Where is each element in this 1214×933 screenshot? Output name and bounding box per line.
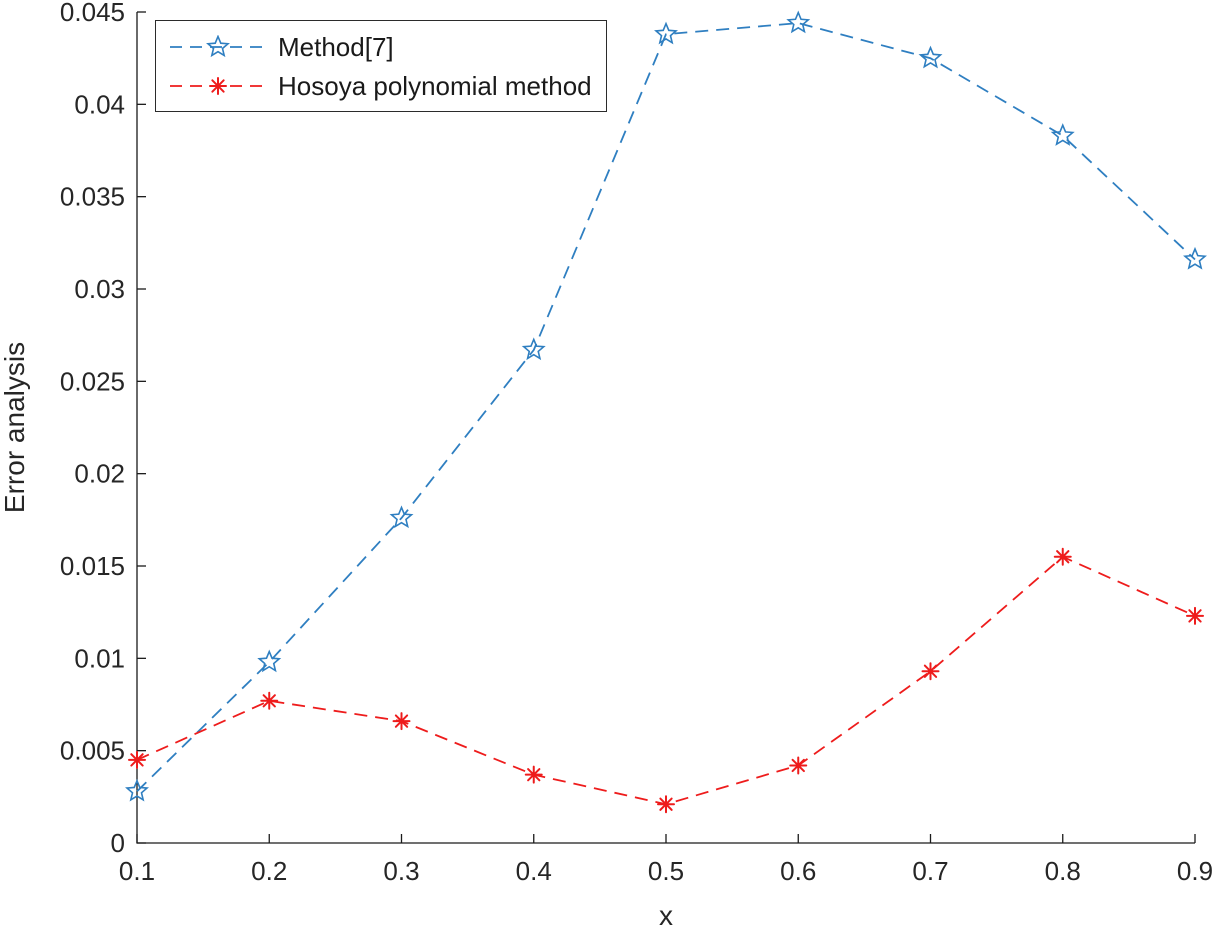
y-tick-label: 0.015: [60, 551, 125, 581]
y-axis-label: Error analysis: [0, 342, 30, 513]
series-1: [128, 547, 1204, 814]
asterisk-marker-icon: [1186, 606, 1204, 625]
y-tick-label: 0.03: [74, 274, 125, 304]
asterisk-marker-icon: [392, 712, 411, 731]
x-tick-label: 0.3: [383, 856, 419, 886]
tick-labels: 0.1 0.2 0.3 0.4 0.5 0.6 0.7 0.8 0.9 0 0.005 0.01 0.0…: [60, 0, 1213, 886]
asterisk-marker-icon: [524, 765, 543, 784]
pentagram-marker-icon: [521, 337, 546, 361]
asterisk-marker-icon: [1053, 547, 1072, 566]
pentagram-marker-icon: [125, 778, 149, 802]
x-tick-label: 0.6: [780, 856, 816, 886]
pentagram-marker-icon: [1050, 123, 1075, 146]
pentagram-line-sample-icon: [170, 34, 266, 57]
legend-label-hosoya: Hosoya polynomial method: [278, 70, 592, 101]
y-tick-label: 0.01: [74, 643, 125, 673]
y-tick-label: 0.02: [74, 459, 125, 489]
y-tick-label: 0.04: [74, 89, 125, 119]
asterisk-marker-icon: [128, 750, 146, 769]
asterisk-marker-icon: [209, 76, 227, 95]
x-tick-label: 0.7: [912, 856, 948, 886]
axes: [136, 11, 1196, 844]
y-tick-label: 0.035: [60, 182, 125, 212]
series-line: [136, 555, 1196, 806]
legend-label-method7: Method[7]: [278, 31, 394, 62]
pentagram-marker-icon: [389, 505, 414, 529]
x-tick-label: 0.4: [516, 856, 552, 886]
y-tick-label: 0.005: [60, 736, 125, 766]
x-tick-label: 0.1: [119, 856, 155, 886]
pentagram-marker-icon: [257, 649, 282, 673]
x-tick-label: 0.2: [251, 856, 287, 886]
legend-item-hosoya: Hosoya polynomial method: [168, 67, 592, 104]
y-tick-label: 0: [111, 828, 125, 858]
series-line: [136, 22, 1196, 792]
pentagram-marker-icon: [786, 10, 811, 34]
series-0: [125, 10, 1207, 802]
x-axis-label: x: [659, 900, 673, 931]
x-tick-label: 0.8: [1045, 856, 1081, 886]
asterisk-marker-icon: [260, 691, 279, 710]
pentagram-marker-icon: [918, 45, 943, 69]
asterisk-marker-icon: [789, 756, 808, 775]
legend-box: Method[7] Hosoya polynomial method: [155, 20, 607, 112]
y-tick-label: 0.045: [60, 0, 125, 27]
y-tick-label: 0.025: [60, 366, 125, 396]
asterisk-line-sample-icon: [170, 76, 266, 95]
asterisk-marker-icon: [657, 795, 675, 814]
legend-item-method7: Method[7]: [168, 28, 592, 65]
asterisk-marker-icon: [921, 662, 940, 681]
x-tick-label: 0.9: [1177, 856, 1213, 886]
pentagram-marker-icon: [654, 21, 678, 45]
pentagram-marker-icon: [206, 34, 230, 57]
axis-lines: [136, 12, 1195, 844]
x-tick-label: 0.5: [648, 856, 684, 886]
pentagram-marker-icon: [1183, 246, 1207, 270]
